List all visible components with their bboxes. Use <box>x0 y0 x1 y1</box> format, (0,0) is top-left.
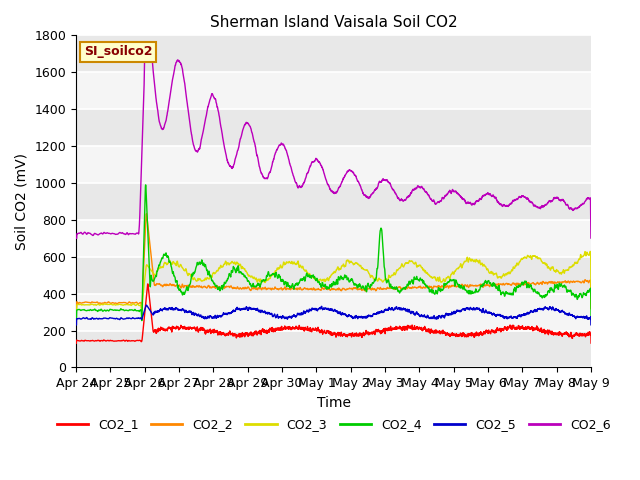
Bar <box>76 294 591 331</box>
Title: Sherman Island Vaisala Soil CO2: Sherman Island Vaisala Soil CO2 <box>210 15 458 30</box>
Bar <box>76 331 591 367</box>
Text: SI_soilco2: SI_soilco2 <box>84 45 152 58</box>
Bar <box>76 220 591 257</box>
Bar <box>76 72 591 109</box>
X-axis label: Time: Time <box>317 396 351 409</box>
Y-axis label: Soil CO2 (mV): Soil CO2 (mV) <box>15 153 29 250</box>
Legend: CO2_1, CO2_2, CO2_3, CO2_4, CO2_5, CO2_6: CO2_1, CO2_2, CO2_3, CO2_4, CO2_5, CO2_6 <box>52 413 616 436</box>
Bar <box>76 257 591 294</box>
Bar <box>76 183 591 220</box>
Bar <box>76 146 591 183</box>
Bar <box>76 109 591 146</box>
Bar <box>76 36 591 72</box>
